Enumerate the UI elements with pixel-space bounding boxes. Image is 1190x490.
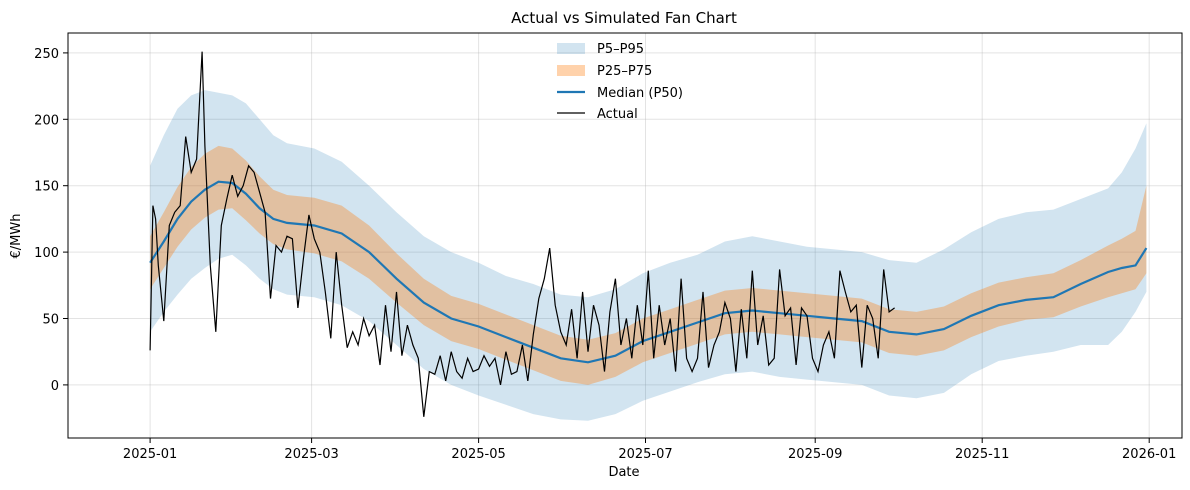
y-tick-label: 0 (51, 379, 59, 394)
gridlines (68, 33, 1182, 438)
y-tick-label: 100 (34, 246, 59, 261)
y-axis: 0 50 100 150 200 250 (34, 47, 68, 394)
band-p25-p75 (150, 145, 1147, 385)
legend-label-p5-p95: P5–P95 (597, 42, 644, 57)
legend: P5–P95 P25–P75 Median (P50) Actual (557, 42, 683, 122)
legend-label-median: Median (P50) (597, 86, 683, 101)
legend-swatch-p5-p95 (557, 43, 585, 54)
x-tick-label: 2025-03 (284, 447, 338, 462)
median-line (149, 180, 1148, 364)
x-tick-label: 2025-11 (955, 447, 1009, 462)
x-tick-label: 2025-01 (123, 447, 177, 462)
x-tick-label: 2025-09 (788, 447, 842, 462)
x-tick-label: 2025-07 (618, 447, 672, 462)
x-axis-label: Date (608, 465, 639, 480)
plot-frame (67, 32, 1183, 439)
x-axis: 2025-01 2025-03 2025-05 2025-07 2025-09 2025-… (123, 438, 1176, 462)
y-tick-label: 50 (42, 313, 59, 328)
chart-title: Actual vs Simulated Fan Chart (511, 9, 737, 27)
y-tick-label: 150 (34, 180, 59, 195)
x-tick-label: 2026-01 (1122, 447, 1176, 462)
actual-line (149, 51, 895, 417)
band-p5-p95 (150, 90, 1147, 421)
legend-label-actual: Actual (597, 107, 638, 122)
y-tick-label: 250 (34, 47, 59, 62)
legend-label-p25-p75: P25–P75 (597, 64, 652, 79)
y-tick-label: 200 (34, 113, 59, 128)
y-axis-label: €/MWh (9, 214, 24, 259)
legend-swatch-p25-p75 (557, 65, 585, 76)
x-tick-label: 2025-05 (451, 447, 505, 462)
bands (150, 90, 1147, 421)
